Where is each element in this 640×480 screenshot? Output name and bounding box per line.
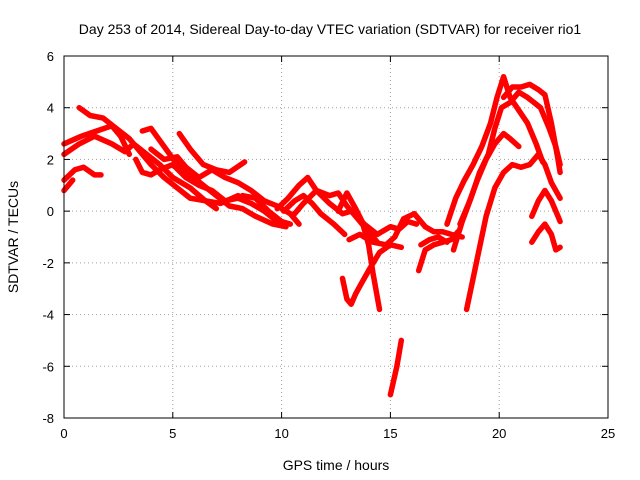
x-tick-label: 25 (601, 426, 615, 441)
y-tick-label: -2 (42, 256, 54, 271)
series-line-sat-s (415, 229, 461, 274)
x-tick-label: 10 (274, 426, 288, 441)
series-line-sat-e (61, 177, 76, 194)
plot-frame (63, 55, 609, 419)
series-line-sat-w (463, 151, 563, 313)
chart-title: Day 253 of 2014, Sidereal Day-to-day VTE… (79, 21, 582, 37)
x-axis-label: GPS time / hours (283, 457, 390, 473)
x-tick-label: 5 (169, 426, 176, 441)
x-tick-label: 0 (60, 426, 67, 441)
series-line-sat-j (239, 192, 294, 227)
series-line-sat-a (61, 123, 133, 158)
y-tick-label: 6 (47, 49, 54, 64)
y-tick-label: 2 (47, 152, 54, 167)
series-line-sat-y (529, 187, 563, 225)
x-tick-label: 20 (492, 426, 506, 441)
series-layer (61, 73, 563, 398)
y-tick-label: 4 (47, 101, 54, 116)
tick-layer: 0 5 10 15 20 25 -8 -6 -4 -2 0 2 4 6 (42, 49, 615, 441)
series-line-sat-d (61, 164, 104, 183)
y-axis-label: SDTVAR / TECUs (5, 181, 21, 293)
y-tick-label: -8 (42, 411, 54, 426)
series-line-sat-l (281, 192, 348, 238)
series-line-sat-p (346, 210, 465, 248)
series-line-sat-c (76, 104, 241, 207)
series-line-sat-t (444, 73, 546, 227)
y-tick-label: -6 (42, 359, 54, 374)
y-tick-label: 0 (47, 204, 54, 219)
y-tick-label: -4 (42, 308, 54, 323)
series-line-sat-g (139, 125, 289, 230)
series-line-sat-q (387, 337, 405, 398)
series-line-sat-i (176, 130, 248, 176)
series-line-sat-z (529, 221, 563, 253)
series-line-sat-x (500, 81, 563, 176)
series-line-sat-n (335, 190, 383, 313)
x-tick-label: 15 (383, 426, 397, 441)
series-line-sat-v (457, 130, 522, 227)
